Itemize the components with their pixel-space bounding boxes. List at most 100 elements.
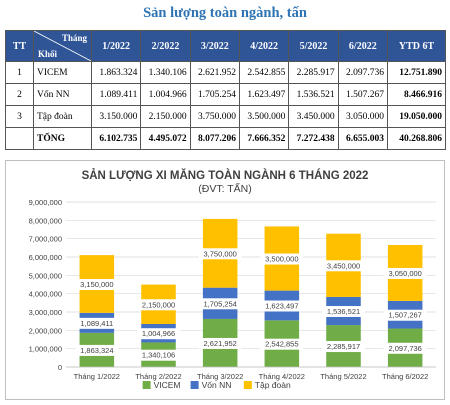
data-label: 3,150,000: [80, 280, 113, 289]
table-row: 2 Vốn NN 1.089.411 1.004.966 1.705.254 1…: [5, 83, 446, 106]
data-label: 3,050,000: [388, 269, 421, 278]
table-cell: 2.621.952: [189, 61, 240, 84]
table-cell-ytd: 19.050.000: [387, 105, 446, 128]
table-cell: 3.750.000: [189, 105, 240, 128]
gridlines: [66, 201, 436, 368]
y-tick-label: 2,000,000: [29, 326, 62, 335]
table-cell: 3.050.000: [337, 105, 389, 128]
x-tick-label: Tháng 1/2022: [74, 372, 120, 381]
data-label-background: [260, 300, 304, 312]
data-label-background: [383, 342, 427, 354]
table-cell: 1.623.497: [238, 83, 290, 106]
col-header: 4/2022: [238, 30, 290, 62]
table-cell: 1.340.106: [140, 61, 191, 84]
data-label: 2,621,952: [203, 339, 236, 348]
table-cell-ytd: 12.751.890: [387, 61, 446, 84]
data-label: 3,750,000: [203, 249, 236, 258]
page-heading: Sản lượng toàn ngành, tấn: [143, 5, 307, 21]
chart-container: SẢN LƯỢNG XI MĂNG TOÀN NGÀNH 6 THÁNG 202…: [5, 160, 445, 400]
table-cell: 2.150.000: [140, 105, 191, 128]
col-header: 1/2022: [90, 30, 142, 62]
data-label-background: [260, 338, 304, 350]
data-label-background: [322, 306, 365, 318]
data-label-background: [75, 344, 119, 356]
data-label: 2,150,000: [142, 300, 175, 309]
table-cell-ytd-total: 40.268.806: [387, 127, 446, 150]
diagonal-line: [34, 31, 91, 61]
data-label: 1,623,497: [265, 301, 298, 310]
data-label: 1,089,411: [80, 319, 113, 328]
chart-title: SẢN LƯỢNG XI MĂNG TOÀN NGÀNH 6 THÁNG 202…: [82, 169, 369, 182]
data-label: 1,536,521: [327, 307, 360, 316]
chart-subtitle: (ĐVT: TẤN): [198, 182, 251, 195]
table-total-row: TỔNG 6.102.735 4.495.072 8.077.206 7.666…: [5, 127, 446, 150]
table-cell-total: 6.655.003: [337, 127, 389, 150]
data-label-background: [137, 349, 180, 361]
diag-label-block: Khối: [38, 49, 58, 59]
table-cell: 1.004.966: [140, 83, 191, 106]
table-cell-total: 7.666.352: [238, 127, 290, 150]
col-header-ytd: YTD 6T: [387, 30, 446, 62]
x-tick-label: Tháng 2/2022: [135, 372, 181, 381]
data-label: 2,542,855: [265, 340, 298, 349]
data-label-background: [137, 299, 180, 311]
y-tick-label: 8,000,000: [29, 216, 62, 225]
table-cell: 2.542.855: [238, 61, 290, 84]
data-label-background: [75, 278, 119, 290]
data-label: 1,340,106: [142, 351, 175, 360]
data-label: 1,004,966: [142, 329, 175, 338]
table-cell-total: 7.272.438: [288, 127, 339, 150]
table-cell-ytd: 8.466.916: [387, 83, 446, 106]
table-cell: 3.150.000: [90, 105, 142, 128]
data-label-background: [198, 248, 242, 260]
data-label-background: [383, 267, 427, 279]
data-label-background: [383, 309, 427, 321]
data-label: 2,097,736: [388, 344, 421, 353]
y-tick-label: 9,000,000: [29, 198, 62, 207]
bars: 1,863,324 1,089,411 3,150,000 1,340,106 1,00…: [75, 218, 427, 367]
row-name: VICEM: [33, 61, 92, 84]
legend-label: VICEM: [154, 380, 181, 390]
y-tick-label: 4,000,000: [29, 290, 62, 299]
x-tick-label: Tháng 6/2022: [382, 372, 428, 381]
x-tick-label: Tháng 4/2022: [259, 372, 305, 381]
data-label-background: [322, 341, 365, 353]
data-label: 2,285,917: [327, 342, 360, 351]
x-tick-label: Tháng 5/2022: [320, 372, 366, 381]
data-label-background: [322, 260, 365, 272]
data-label-background: [260, 253, 304, 265]
data-label-background: [137, 328, 180, 340]
y-tick-label: 3,000,000: [29, 308, 62, 317]
table-cell: 1.089.411: [90, 83, 142, 106]
legend-label: Tập đoàn: [255, 380, 291, 390]
data-label-background: [198, 337, 242, 349]
col-header: 2/2022: [140, 30, 191, 62]
table-cell: 2.097.736: [337, 61, 389, 84]
diagonal-header-cell: Tháng Khối: [33, 30, 92, 62]
col-header: 5/2022: [288, 30, 339, 62]
x-tick-label: Tháng 3/2022: [197, 372, 243, 381]
data-label-background: [198, 298, 242, 310]
table-cell: 1.536.521: [288, 83, 339, 106]
legend: VICEM Vốn NN Tập đoàn: [142, 380, 291, 390]
legend-swatch: [142, 381, 151, 389]
production-table: TT Tháng Khối 1/2022 2/2022 3/2022 4/202…: [5, 30, 446, 150]
table-cell: 3.450.000: [288, 105, 339, 128]
data-label: 3,500,000: [265, 255, 298, 264]
stacked-bar-chart: SẢN LƯỢNG XI MĂNG TOÀN NGÀNH 6 THÁNG 202…: [29, 169, 436, 390]
y-tick-label: 7,000,000: [29, 235, 62, 244]
legend-swatch: [190, 381, 199, 389]
x-axis: Tháng 1/2022 Tháng 2/2022 Tháng 3/2022 Thán…: [66, 366, 436, 381]
data-label-background: [75, 317, 119, 329]
y-tick-label: 0: [58, 363, 62, 372]
y-tick-label: 6,000,000: [29, 253, 62, 262]
table-cell: 1.705.254: [189, 83, 240, 106]
row-tt: 2: [5, 83, 34, 106]
row-tt: [5, 127, 34, 150]
legend-label: Vốn NN: [202, 380, 232, 390]
y-tick-label: 5,000,000: [29, 271, 62, 280]
data-label: 1,705,254: [203, 299, 236, 308]
data-label: 1,863,324: [80, 346, 113, 355]
y-tick-label: 1,000,000: [29, 345, 62, 354]
legend-swatch: [243, 381, 252, 389]
